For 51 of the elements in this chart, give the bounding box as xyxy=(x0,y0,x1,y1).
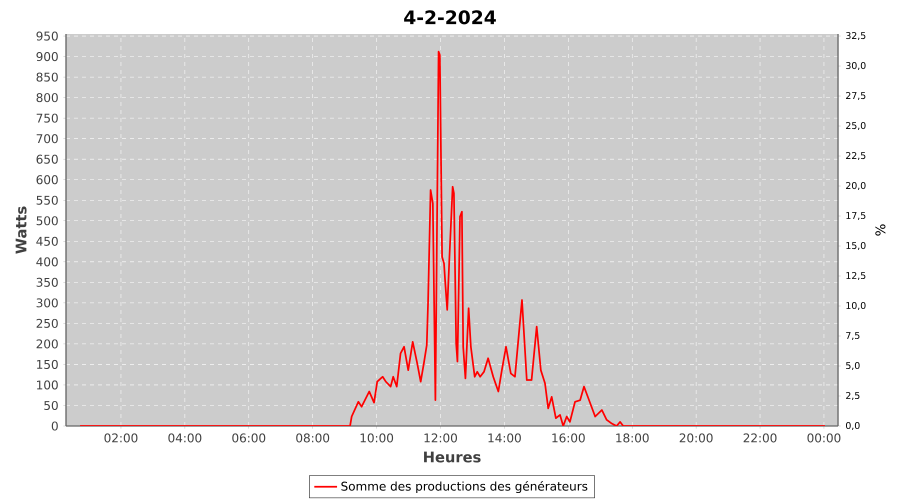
y-tick-label: 800 xyxy=(36,93,58,102)
x-tick-label: 08:00 xyxy=(296,433,330,442)
y-tick-label: 850 xyxy=(36,72,58,82)
y-tick-label: 500 xyxy=(36,216,58,226)
y-tick-label: 100 xyxy=(37,380,58,390)
chart-title: 4-2-2024 xyxy=(404,10,496,24)
y2-tick-label: 0,0 xyxy=(846,422,860,430)
x-axis-title: Heures xyxy=(424,452,481,463)
x-tick-label: 10:00 xyxy=(360,433,394,442)
y-axis-title: Watts xyxy=(16,206,27,254)
y-tick-label: 300 xyxy=(36,298,58,308)
y-tick-label: 400 xyxy=(36,257,58,266)
y-tick-label: 950 xyxy=(36,32,58,41)
y-tick-label: 0 xyxy=(52,421,58,431)
x-tick-label: 06:00 xyxy=(232,433,266,442)
y-tick-label: 900 xyxy=(36,52,58,62)
y2-tick-label: 15,0 xyxy=(846,242,866,250)
x-tick-label: 00:00 xyxy=(807,433,840,442)
y2-axis-title: % xyxy=(875,224,886,236)
y-tick-label: 250 xyxy=(36,318,58,328)
legend-label: Somme des productions des générateurs xyxy=(341,480,588,494)
x-tick-label: 18:00 xyxy=(616,433,649,442)
y2-tick-label: 12,5 xyxy=(846,272,866,280)
y2-tick-label: 30,0 xyxy=(846,62,866,70)
x-tick-label: 02:00 xyxy=(104,433,138,442)
y2-tick-label: 20,0 xyxy=(846,182,866,190)
y2-tick-label: 17,5 xyxy=(846,212,866,220)
x-tick-label: 14:00 xyxy=(488,433,521,442)
y-tick-label: 600 xyxy=(36,175,58,184)
x-tick-label: 04:00 xyxy=(168,433,202,442)
y2-tick-label: 7,5 xyxy=(846,332,860,340)
x-tick-label: 16:00 xyxy=(552,433,585,442)
y2-tick-label: 32,5 xyxy=(846,32,866,40)
y2-tick-label: 25,0 xyxy=(846,122,866,130)
y2-tick-label: 22,5 xyxy=(846,152,866,160)
y-tick-label: 700 xyxy=(36,134,58,144)
y2-tick-label: 5,0 xyxy=(846,362,860,370)
y-tick-label: 200 xyxy=(36,339,58,348)
y-tick-label: 50 xyxy=(44,400,58,410)
x-tick-label: 22:00 xyxy=(744,433,777,442)
y-tick-label: 550 xyxy=(36,196,58,205)
y2-tick-label: 10,0 xyxy=(846,302,866,310)
x-tick-label: 20:00 xyxy=(680,433,713,442)
x-tick-label: 12:00 xyxy=(424,433,457,442)
y-tick-label: 750 xyxy=(36,114,58,123)
y-tick-label: 150 xyxy=(37,360,58,369)
y-tick-label: 350 xyxy=(36,278,58,287)
y2-tick-label: 2,5 xyxy=(846,392,860,400)
y-tick-label: 450 xyxy=(36,236,58,246)
y-tick-label: 650 xyxy=(36,154,58,164)
y2-tick-label: 27,5 xyxy=(846,92,866,100)
